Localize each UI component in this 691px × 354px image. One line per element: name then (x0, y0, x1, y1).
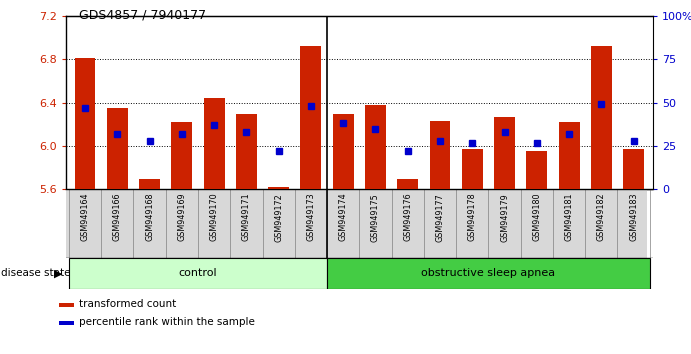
Bar (591, 46, 612, 189)
Bar (527, 152, 547, 189)
Text: GSM949177: GSM949177 (435, 193, 444, 241)
Text: GSM949172: GSM949172 (274, 193, 283, 241)
Text: transformed count: transformed count (79, 299, 177, 309)
Bar (75, 58, 95, 189)
Bar (430, 121, 451, 189)
Text: obstructive sleep apnea: obstructive sleep apnea (422, 268, 556, 279)
Text: ▶: ▶ (54, 268, 62, 279)
Bar (69, 258, 327, 289)
Text: GSM949183: GSM949183 (629, 193, 638, 241)
Bar (236, 114, 257, 189)
Text: GSM949178: GSM949178 (468, 193, 477, 241)
Text: disease state: disease state (1, 268, 70, 279)
Bar (623, 149, 644, 189)
Text: GSM949170: GSM949170 (209, 193, 218, 241)
Text: GSM949174: GSM949174 (339, 193, 348, 241)
Bar (494, 117, 515, 189)
Bar (462, 149, 483, 189)
Bar (332, 114, 354, 189)
Text: GSM949173: GSM949173 (306, 193, 315, 241)
Text: percentile rank within the sample: percentile rank within the sample (79, 317, 256, 327)
Text: GSM949179: GSM949179 (500, 193, 509, 241)
Text: GSM949168: GSM949168 (145, 193, 154, 241)
Bar (558, 122, 580, 189)
Bar (301, 46, 321, 189)
Text: GSM949171: GSM949171 (242, 193, 251, 241)
Bar (268, 187, 289, 189)
Bar (327, 258, 650, 289)
Bar (397, 178, 418, 189)
Bar (107, 108, 128, 189)
Text: GSM949169: GSM949169 (178, 193, 187, 241)
Text: GSM949175: GSM949175 (371, 193, 380, 241)
Text: GDS4857 / 7940177: GDS4857 / 7940177 (79, 9, 207, 22)
Bar (365, 105, 386, 189)
Bar (139, 178, 160, 189)
Text: GSM949166: GSM949166 (113, 193, 122, 241)
Bar (204, 98, 225, 189)
Bar (171, 122, 192, 189)
Text: GSM949176: GSM949176 (404, 193, 413, 241)
Text: GSM949181: GSM949181 (565, 193, 574, 241)
Bar (59, 303, 74, 307)
Bar (59, 321, 74, 325)
Text: GSM949164: GSM949164 (81, 193, 90, 241)
Text: GSM949182: GSM949182 (597, 193, 606, 241)
Text: control: control (179, 268, 217, 279)
Text: GSM949180: GSM949180 (532, 193, 541, 241)
